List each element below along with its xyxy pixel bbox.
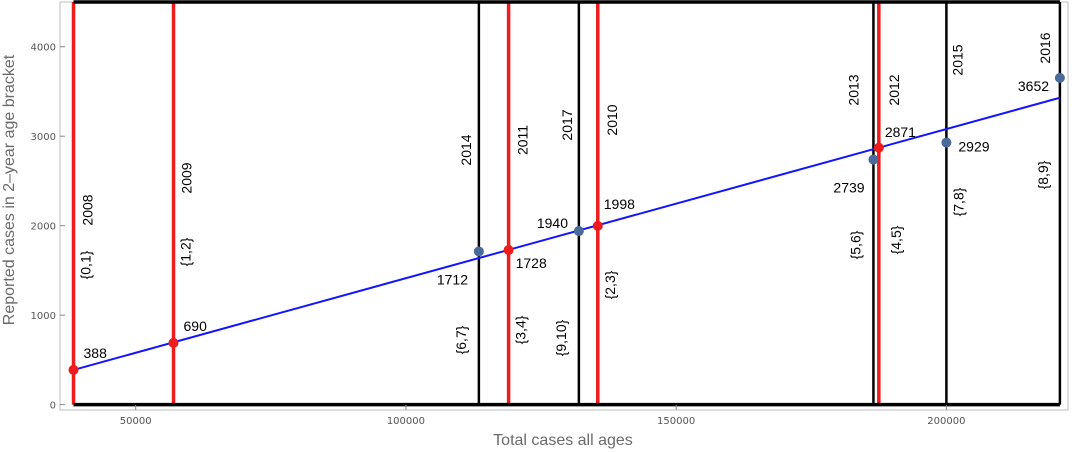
point-label-2871: 2871 — [885, 124, 916, 140]
data-point-2739 — [868, 154, 879, 165]
data-point-1728 — [503, 245, 514, 256]
year-label-2008: 2008 — [80, 194, 96, 225]
bracket-label-2015: {7,8} — [950, 187, 966, 216]
bracket-label-2013: {5,6} — [847, 230, 863, 259]
x-tick-label-50000: 50000 — [120, 416, 152, 427]
fit-line-layer — [73, 96, 1061, 371]
data-point-388 — [68, 364, 79, 375]
data-point-690 — [168, 337, 179, 348]
point-label-690: 690 — [184, 318, 208, 334]
point-label-3652: 3652 — [1018, 78, 1049, 94]
x-tick-label-100000: 100000 — [387, 416, 425, 427]
year-label-2012: 2012 — [886, 74, 902, 105]
bracket-label-2016: {8,9} — [1035, 160, 1051, 189]
data-point-1940 — [573, 226, 584, 237]
ticks-layer: 50000 100000 150000 200000 0 1000 2000 3000 4000 — [31, 43, 966, 427]
y-tick-label-1000: 1000 — [31, 311, 56, 322]
year-label-2013: 2013 — [845, 74, 861, 105]
y-tick-label-3000: 3000 — [31, 132, 56, 143]
fit-line — [73, 96, 1061, 371]
data-point-1998 — [592, 220, 603, 231]
bracket-label-2010: {2,3} — [602, 270, 618, 299]
point-label-2739: 2739 — [833, 180, 864, 196]
data-point-2929 — [941, 137, 952, 148]
bracket-label-2011: {3,4} — [513, 315, 529, 344]
year-label-2015: 2015 — [949, 44, 965, 75]
x-axis-label: Total cases all ages — [493, 432, 633, 449]
x-tick-label-200000: 200000 — [927, 416, 965, 427]
point-label-1728: 1728 — [516, 255, 547, 271]
x-tick-label-150000: 150000 — [657, 416, 695, 427]
point-label-1940: 1940 — [537, 215, 568, 231]
year-label-2011: 2011 — [515, 125, 531, 155]
data-point-1712 — [473, 246, 484, 257]
year-label-2010: 2010 — [604, 104, 620, 135]
year-label-2014: 2014 — [458, 134, 474, 165]
year-label-2016: 2016 — [1037, 32, 1053, 63]
box-lines-layer — [73, 0, 1060, 407]
point-label-2929: 2929 — [958, 139, 989, 155]
y-tick-label-0: 0 — [50, 401, 56, 412]
points-layer — [68, 72, 1065, 375]
bracket-label-2014: {6,7} — [453, 325, 469, 354]
point-label-1998: 1998 — [604, 196, 635, 212]
bracket-label-2008: {0,1} — [78, 250, 94, 279]
bracket-label-2009: {1,2} — [178, 237, 194, 266]
y-tick-label-4000: 4000 — [31, 43, 56, 54]
y-tick-label-2000: 2000 — [31, 222, 56, 233]
year-label-2009: 2009 — [179, 162, 195, 193]
data-point-3652 — [1054, 72, 1065, 83]
point-label-388: 388 — [84, 345, 108, 361]
point-label-1712: 1712 — [437, 271, 468, 287]
data-point-2871 — [873, 142, 884, 153]
year-label-2017: 2017 — [559, 109, 575, 140]
bracket-label-2012: {4,5} — [888, 225, 904, 254]
vertical-lines-layer — [71, 2, 1062, 405]
y-axis-label: Reported cases in 2–year age bracket — [1, 54, 18, 325]
annotations-layer: 388 690 1712 1728 1940 1998 2739 2871 2929 3652 20… — [78, 32, 1053, 361]
bracket-label-2017: {9,10} — [553, 319, 569, 356]
